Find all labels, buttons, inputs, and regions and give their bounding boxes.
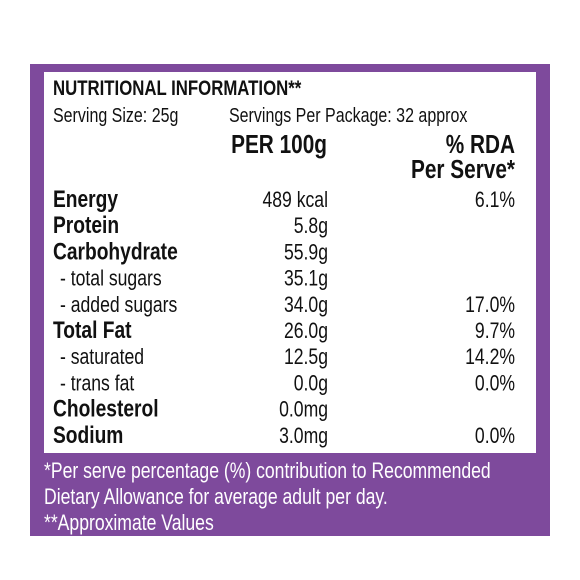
sub-nutrient-label: - saturated [60,345,144,369]
rda-value: 6.1% [475,188,515,212]
footnote: Dietary Allowance for average adult per … [44,485,388,509]
label-text: NUTRITIONAL INFORMATION** Serving Size: 2… [44,77,516,535]
servings: Servings Per Package: 32 approx [229,104,467,126]
title: NUTRITIONAL INFORMATION** [53,77,302,100]
per-100g-value: 0.0g [294,372,328,396]
nutrient-label: Total Fat [53,316,132,344]
footnote: **Approximate Values [44,511,214,535]
sub-nutrient-label: - trans fat [60,372,135,396]
column-header: PER 100g [231,130,327,159]
label-panel [44,72,536,453]
per-100g-value: 5.8g [294,214,328,238]
column-header: Per Serve* [411,155,516,184]
per-100g-value: 489 kcal [262,188,328,212]
per-100g-value: 0.0mg [279,398,328,422]
sub-nutrient-label: - added sugars [60,293,177,317]
per-100g-value: 35.1g [284,267,328,291]
sub-nutrient-label: - total sugars [60,267,162,291]
per-100g-value: 26.0g [284,319,328,343]
rda-value: 0.0% [475,424,515,448]
column-header: % RDA [446,130,515,159]
nutrient-label: Energy [53,185,118,213]
nutrient-label: Carbohydrate [53,237,178,265]
rda-value: 17.0% [465,293,515,317]
serving-size: Serving Size: 25g [53,104,178,126]
per-100g-value: 34.0g [284,293,328,317]
nutrient-label: Protein [53,211,119,239]
per-100g-value: 12.5g [284,345,328,369]
nutrient-label: Cholesterol [53,395,159,423]
rda-value: 9.7% [475,319,515,343]
nutrient-label: Sodium [53,421,123,449]
footnote: *Per serve percentage (%) contribution t… [44,459,491,483]
per-100g-value: 3.0mg [279,424,328,448]
rda-value: 14.2% [465,345,515,369]
per-100g-value: 55.9g [284,241,328,265]
rda-value: 0.0% [475,372,515,396]
